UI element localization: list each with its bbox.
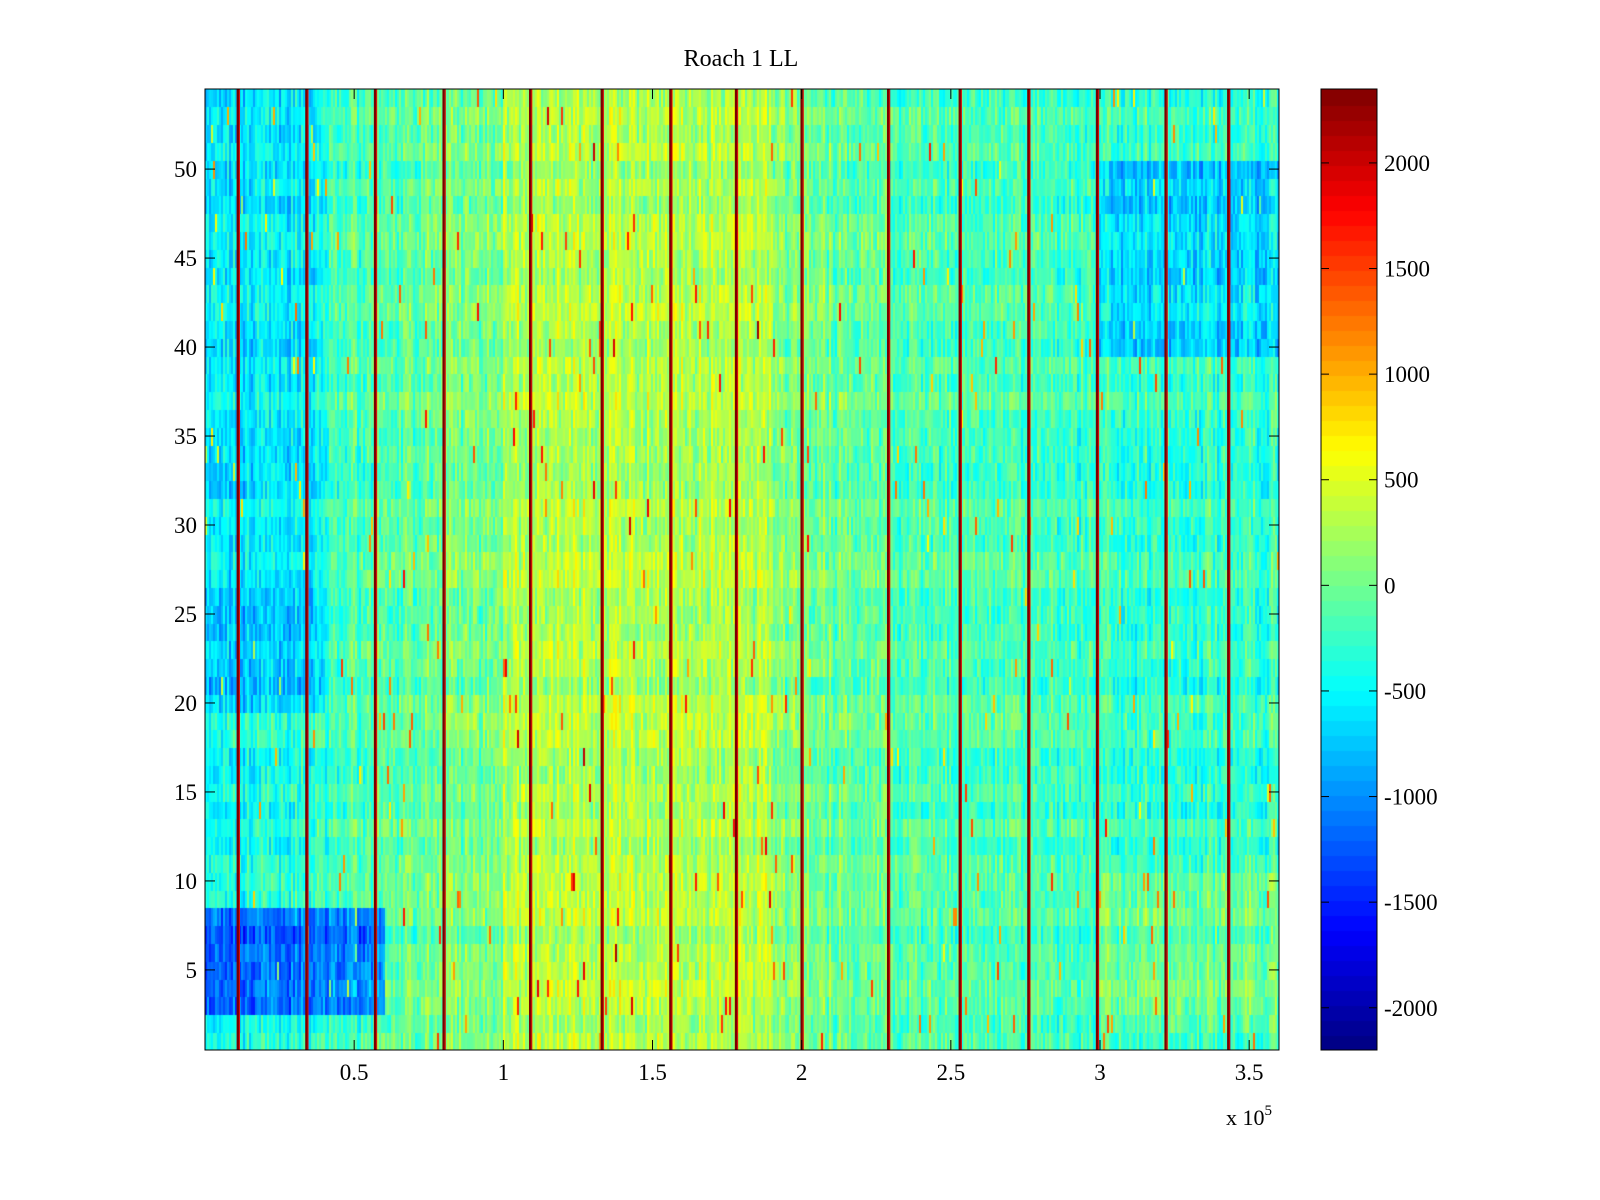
y-tick-label-8: 45 (174, 246, 197, 271)
colorbar-tick-label-4: 0 (1384, 573, 1396, 598)
y-tick-label-9: 50 (174, 157, 197, 182)
y-tick-label-2: 15 (174, 780, 197, 805)
colorbar (1321, 89, 1377, 1050)
y-tick-label-4: 25 (174, 602, 197, 627)
colorbar-tick-label-0: 2000 (1384, 151, 1430, 176)
x-tick-label-2: 1.5 (638, 1060, 667, 1085)
plot-frame (204, 88, 1280, 1051)
x-tick-label-4: 2.5 (936, 1060, 965, 1085)
y-tick-label-0: 5 (186, 958, 198, 983)
x-tick-label-6: 3.5 (1235, 1060, 1264, 1085)
colorbar-tick-label-3: 500 (1384, 468, 1419, 493)
y-tick-label-6: 35 (174, 424, 197, 449)
x-exponent-label: x 105 (1226, 1103, 1272, 1130)
colorbar-tick-label-2: 1000 (1384, 362, 1430, 387)
y-tick-label-5: 30 (174, 513, 197, 538)
chart-title: Roach 1 LL (684, 46, 799, 72)
colorbar-tick-label-7: -1500 (1384, 890, 1438, 915)
heatmap (205, 89, 1279, 1050)
colorbar-tick-label-5: -500 (1384, 679, 1426, 704)
colorbar-tick-label-6: -1000 (1384, 785, 1438, 810)
y-tick-label-7: 40 (174, 335, 197, 360)
colorbar-tick-label-8: -2000 (1384, 996, 1438, 1021)
x-tick-label-5: 3 (1094, 1060, 1106, 1085)
colorbar-tick-label-1: 1500 (1384, 257, 1430, 282)
colorbar-frame (1320, 88, 1378, 1051)
x-tick-label-3: 2 (796, 1060, 808, 1085)
y-tick-label-3: 20 (174, 691, 197, 716)
x-exponent-power: 5 (1265, 1103, 1273, 1119)
x-tick-label-0: 0.5 (340, 1060, 369, 1085)
y-tick-label-1: 10 (174, 869, 197, 894)
x-tick-label-1: 1 (498, 1060, 510, 1085)
